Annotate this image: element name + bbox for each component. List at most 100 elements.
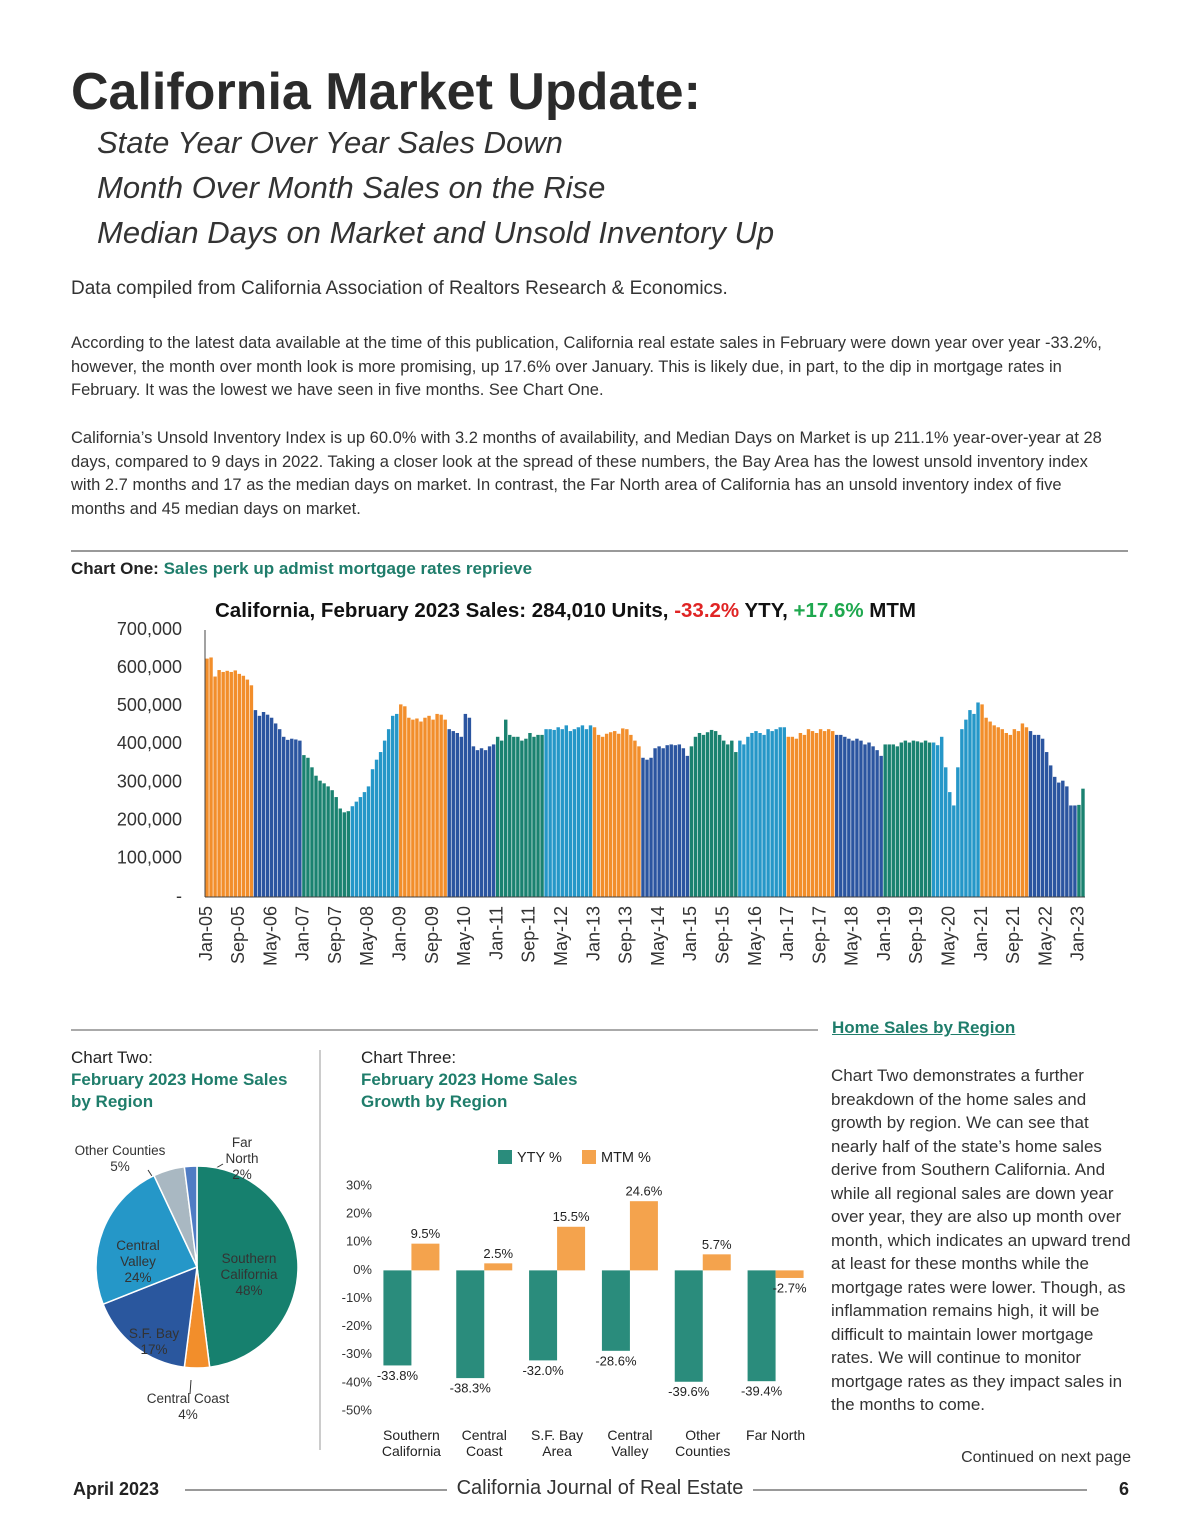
- bar: [911, 740, 916, 897]
- bar: [1040, 738, 1045, 897]
- bar: [657, 746, 661, 897]
- bar: [794, 738, 799, 897]
- x-tick-label: Central Coast: [461, 1427, 507, 1459]
- bar: [265, 714, 270, 897]
- bar: [734, 752, 738, 897]
- bar: [758, 732, 762, 897]
- data-label: -33.8%: [377, 1368, 419, 1383]
- pie-label: S.F. Bay 17%: [114, 1326, 194, 1358]
- bar: [1020, 723, 1025, 897]
- bar: [524, 738, 528, 897]
- bar: [596, 734, 601, 897]
- chart-title: California, February 2023 Sales: 284,010…: [215, 599, 916, 622]
- bar: [362, 792, 367, 897]
- bar: [281, 736, 286, 897]
- bar: [395, 713, 399, 897]
- continued-note: Continued on next page: [961, 1449, 1131, 1466]
- bar: [383, 1270, 412, 1366]
- bar: [891, 744, 895, 897]
- bar: [681, 748, 686, 897]
- x-tick-label: Sep-11: [519, 906, 539, 963]
- bar: [1012, 729, 1017, 897]
- pie-label-value: 2%: [232, 1167, 252, 1182]
- bar: [685, 755, 690, 897]
- subtitle: Month Over Month Sales on the Rise: [97, 170, 606, 205]
- bar: [1004, 732, 1008, 897]
- bar: [613, 731, 617, 897]
- bar: [661, 748, 665, 897]
- bar: [968, 710, 972, 897]
- bar: [871, 746, 875, 897]
- title-part: -33.2%: [674, 599, 739, 622]
- bar: [814, 732, 819, 897]
- bar: [713, 731, 718, 897]
- y-tick-label: -40%: [342, 1374, 373, 1389]
- y-tick-label: -20%: [342, 1318, 373, 1333]
- bar: [818, 729, 823, 897]
- x-tick-label: Sep-17: [809, 906, 829, 964]
- bar: [423, 717, 427, 897]
- title-part: YTY,: [739, 599, 793, 622]
- bar: [604, 733, 609, 897]
- bar: [447, 729, 451, 897]
- bar: [629, 1201, 658, 1271]
- bar: [721, 740, 726, 897]
- x-tick-label: Jan-21: [971, 906, 991, 961]
- bar: [709, 729, 714, 897]
- data-label: 15.5%: [553, 1209, 590, 1224]
- leader-line: [189, 1379, 192, 1395]
- pie-label-value: 24%: [124, 1270, 152, 1285]
- bar: [863, 744, 867, 897]
- bar: [318, 780, 322, 897]
- bar: [456, 1270, 485, 1379]
- bar: [770, 731, 774, 897]
- x-tick-label: May-16: [745, 906, 765, 966]
- bar: [1073, 805, 1077, 897]
- bar: [427, 715, 431, 897]
- y-tick-label: 200,000: [117, 809, 182, 829]
- bar: [766, 729, 770, 897]
- y-tick-label: 700,000: [117, 619, 182, 639]
- bar: [948, 792, 952, 897]
- bar: [556, 727, 560, 897]
- bar: [782, 727, 786, 897]
- bar: [342, 812, 346, 897]
- bar: [568, 731, 573, 897]
- bar: [976, 702, 980, 897]
- bar: [747, 1270, 776, 1382]
- chart-label: Chart Two:: [71, 1048, 153, 1067]
- bar: [762, 734, 766, 897]
- bar: [617, 733, 621, 897]
- bar: [1000, 729, 1004, 897]
- bar: [354, 801, 359, 897]
- sidebar-text: Chart Two demonstrates a further breakdo…: [831, 1066, 1131, 1414]
- source-line: Data compiled from California Associatio…: [71, 278, 728, 299]
- bar: [407, 717, 411, 897]
- bar: [504, 719, 508, 897]
- x-tick-label: May-10: [454, 906, 474, 966]
- bar: [592, 727, 597, 897]
- pie-label: Central Coast 4%: [123, 1391, 253, 1423]
- bar: [302, 755, 306, 897]
- bar: [443, 719, 447, 897]
- footer-date: April 2023: [73, 1479, 160, 1499]
- bar: [1036, 734, 1041, 897]
- bar: [205, 658, 209, 897]
- bar: [557, 1226, 586, 1271]
- bar: [390, 715, 395, 897]
- pie-slice: [183, 1165, 198, 1268]
- bar: [237, 673, 242, 897]
- bar: [520, 740, 524, 897]
- x-tick-label: Central Valley: [607, 1427, 653, 1459]
- bar: [229, 671, 233, 897]
- bar: [677, 744, 682, 897]
- bar: [411, 719, 415, 897]
- pie-label: Southern California 48%: [204, 1251, 294, 1299]
- legend-label: YTY %: [517, 1150, 562, 1166]
- bar: [790, 736, 795, 897]
- x-tick-label: Sep-15: [712, 906, 732, 964]
- chart-subtitle: Sales perk up admist mortgage rates repr…: [163, 559, 533, 578]
- bar: [508, 734, 512, 897]
- bar: [1081, 788, 1085, 897]
- bar: [326, 786, 330, 897]
